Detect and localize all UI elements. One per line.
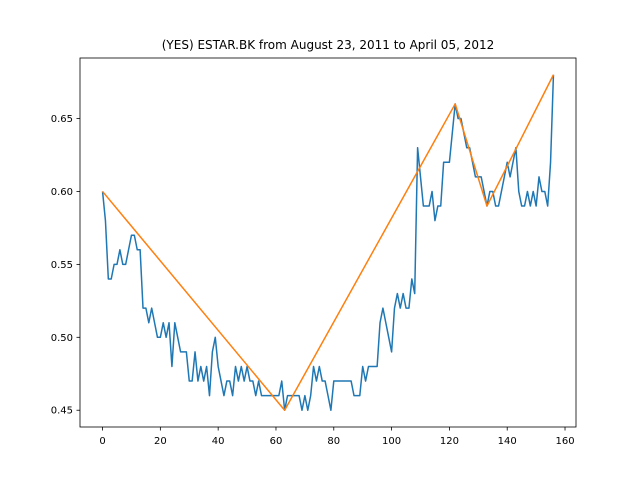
x-tick-label: 160	[555, 436, 574, 447]
x-tick-label: 60	[270, 436, 283, 447]
axes-frame	[79, 57, 577, 428]
x-tick-label: 20	[154, 436, 167, 447]
x-tick-label: 40	[212, 436, 225, 447]
series-line-1	[101, 74, 555, 411]
y-tick-label: 0.45	[51, 406, 73, 417]
x-tick-label: 140	[498, 436, 517, 447]
y-tick-label: 0.55	[51, 260, 73, 271]
x-tick-label: 0	[99, 436, 105, 447]
x-tick-label: 120	[440, 436, 459, 447]
x-tick-label: 100	[382, 436, 401, 447]
x-tick-label: 80	[327, 436, 340, 447]
y-axis: 0.45 0.50 0.55 0.60 0.65	[51, 114, 80, 417]
y-tick-label: 0.65	[51, 114, 73, 125]
y-tick-label: 0.50	[51, 333, 73, 344]
plot-area	[101, 74, 555, 411]
chart-title: (YES) ESTAR.BK from August 23, 2011 to A…	[162, 38, 495, 52]
y-tick-label: 0.60	[51, 187, 73, 198]
x-axis: 0 20 40 60 80 100 120 140 160	[99, 427, 575, 447]
